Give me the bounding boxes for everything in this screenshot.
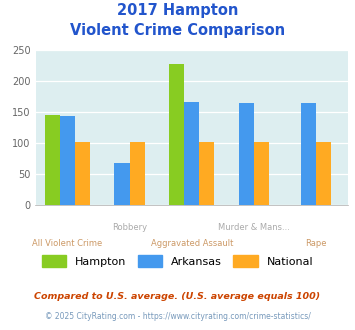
Text: Violent Crime Comparison: Violent Crime Comparison [70,23,285,38]
Text: Robbery: Robbery [112,223,147,232]
Text: 2017 Hampton: 2017 Hampton [117,3,238,18]
Legend: Hampton, Arkansas, National: Hampton, Arkansas, National [42,255,313,267]
Text: © 2025 CityRating.com - https://www.cityrating.com/crime-statistics/: © 2025 CityRating.com - https://www.city… [45,312,310,321]
Text: Rape: Rape [305,239,327,248]
Text: All Violent Crime: All Violent Crime [32,239,103,248]
Bar [199,142,214,205]
Bar [114,163,130,205]
Bar [60,116,75,205]
Bar [184,102,199,205]
Text: Compared to U.S. average. (U.S. average equals 100): Compared to U.S. average. (U.S. average … [34,292,321,301]
Bar [301,103,316,205]
Bar [316,142,331,205]
Text: Aggravated Assault: Aggravated Assault [151,239,233,248]
Bar [45,115,60,205]
Bar [239,104,254,205]
Bar [254,142,269,205]
Bar [75,142,90,205]
Bar [130,142,145,205]
Text: Murder & Mans...: Murder & Mans... [218,223,290,232]
Bar [169,64,184,205]
